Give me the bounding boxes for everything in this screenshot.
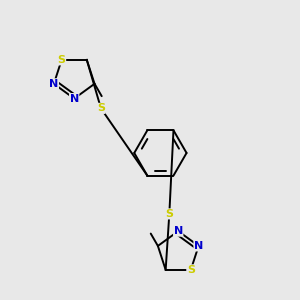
- Text: S: S: [97, 103, 105, 113]
- Text: N: N: [174, 226, 183, 236]
- Text: S: S: [165, 209, 173, 219]
- Text: S: S: [187, 265, 195, 275]
- Text: N: N: [70, 94, 79, 103]
- Text: N: N: [194, 241, 203, 251]
- Text: N: N: [49, 79, 58, 89]
- Text: S: S: [58, 55, 66, 65]
